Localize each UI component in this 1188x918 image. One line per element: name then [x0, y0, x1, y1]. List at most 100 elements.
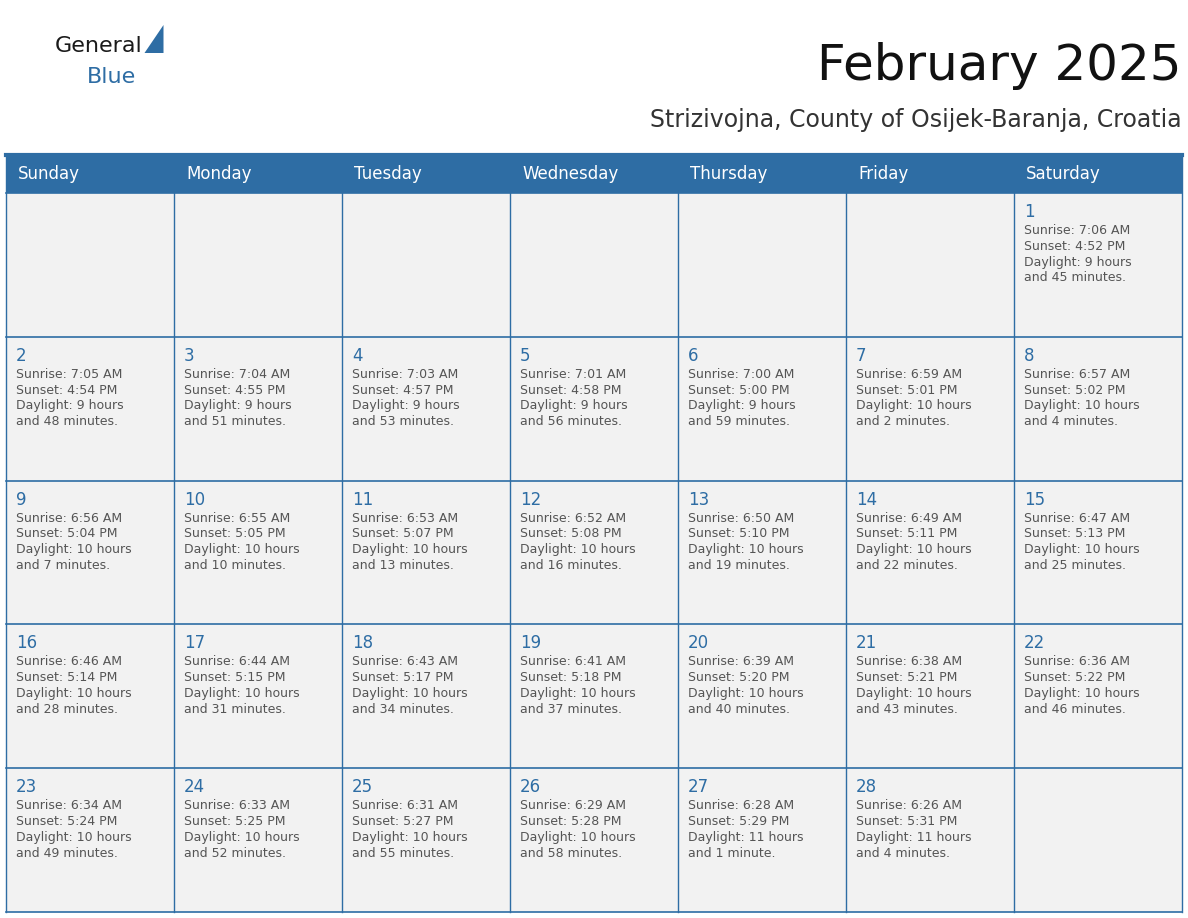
- Text: 11: 11: [352, 490, 373, 509]
- Text: 6: 6: [688, 347, 699, 364]
- Text: Sunrise: 6:46 AM: Sunrise: 6:46 AM: [15, 655, 122, 668]
- Text: and 34 minutes.: and 34 minutes.: [352, 703, 454, 716]
- Bar: [678, 768, 846, 912]
- Text: Sunset: 5:15 PM: Sunset: 5:15 PM: [184, 671, 285, 684]
- Text: 2: 2: [15, 347, 26, 364]
- Text: Daylight: 10 hours: Daylight: 10 hours: [688, 543, 803, 556]
- Bar: [342, 337, 510, 481]
- Text: Sunrise: 6:59 AM: Sunrise: 6:59 AM: [857, 368, 962, 381]
- Text: Saturday: Saturday: [1026, 165, 1101, 183]
- Text: Sunset: 5:14 PM: Sunset: 5:14 PM: [15, 671, 118, 684]
- Text: Sunset: 4:55 PM: Sunset: 4:55 PM: [184, 384, 285, 397]
- Bar: [510, 624, 678, 768]
- Text: 15: 15: [1024, 490, 1045, 509]
- Text: Sunrise: 6:28 AM: Sunrise: 6:28 AM: [688, 800, 794, 812]
- Text: Daylight: 10 hours: Daylight: 10 hours: [15, 831, 132, 844]
- Text: 23: 23: [15, 778, 37, 796]
- Text: and 13 minutes.: and 13 minutes.: [352, 559, 454, 572]
- Text: Daylight: 9 hours: Daylight: 9 hours: [688, 399, 796, 412]
- Text: 28: 28: [857, 778, 877, 796]
- Text: Daylight: 10 hours: Daylight: 10 hours: [520, 687, 636, 700]
- Text: Sunset: 4:54 PM: Sunset: 4:54 PM: [15, 384, 118, 397]
- Text: 5: 5: [520, 347, 531, 364]
- Text: Sunset: 5:13 PM: Sunset: 5:13 PM: [1024, 528, 1125, 541]
- Bar: [6, 193, 173, 337]
- Text: Sunset: 5:27 PM: Sunset: 5:27 PM: [352, 815, 454, 828]
- Text: Sunset: 4:52 PM: Sunset: 4:52 PM: [1024, 240, 1125, 252]
- Text: and 53 minutes.: and 53 minutes.: [352, 415, 454, 428]
- Text: Sunrise: 6:47 AM: Sunrise: 6:47 AM: [1024, 511, 1130, 524]
- Text: and 51 minutes.: and 51 minutes.: [184, 415, 286, 428]
- Bar: [846, 768, 1015, 912]
- Bar: [1015, 337, 1182, 481]
- Text: Monday: Monday: [187, 165, 252, 183]
- Bar: [846, 624, 1015, 768]
- Bar: [173, 624, 342, 768]
- Text: and 59 minutes.: and 59 minutes.: [688, 415, 790, 428]
- Text: and 19 minutes.: and 19 minutes.: [688, 559, 790, 572]
- Text: 14: 14: [857, 490, 877, 509]
- Text: 13: 13: [688, 490, 709, 509]
- Text: and 56 minutes.: and 56 minutes.: [520, 415, 623, 428]
- Text: Friday: Friday: [858, 165, 909, 183]
- Bar: [678, 337, 846, 481]
- Text: 12: 12: [520, 490, 542, 509]
- Text: Daylight: 10 hours: Daylight: 10 hours: [857, 543, 972, 556]
- Text: Sunset: 5:10 PM: Sunset: 5:10 PM: [688, 528, 790, 541]
- Bar: [510, 481, 678, 624]
- Bar: [173, 193, 342, 337]
- Text: Sunrise: 6:36 AM: Sunrise: 6:36 AM: [1024, 655, 1130, 668]
- Text: 3: 3: [184, 347, 195, 364]
- Text: Daylight: 10 hours: Daylight: 10 hours: [352, 687, 468, 700]
- Text: 22: 22: [1024, 634, 1045, 653]
- Text: Sunrise: 6:33 AM: Sunrise: 6:33 AM: [184, 800, 290, 812]
- Text: Sunrise: 6:43 AM: Sunrise: 6:43 AM: [352, 655, 459, 668]
- Text: 24: 24: [184, 778, 206, 796]
- Text: 9: 9: [15, 490, 26, 509]
- Text: Thursday: Thursday: [690, 165, 767, 183]
- Text: Sunset: 5:17 PM: Sunset: 5:17 PM: [352, 671, 454, 684]
- Text: 21: 21: [857, 634, 877, 653]
- Bar: [678, 481, 846, 624]
- Text: Daylight: 10 hours: Daylight: 10 hours: [520, 831, 636, 844]
- Text: Sunrise: 6:57 AM: Sunrise: 6:57 AM: [1024, 368, 1130, 381]
- Text: 25: 25: [352, 778, 373, 796]
- Bar: [6, 155, 1182, 193]
- Text: Daylight: 9 hours: Daylight: 9 hours: [520, 399, 627, 412]
- Text: Sunrise: 7:06 AM: Sunrise: 7:06 AM: [1024, 224, 1130, 237]
- Text: Daylight: 10 hours: Daylight: 10 hours: [15, 543, 132, 556]
- Text: 19: 19: [520, 634, 541, 653]
- Bar: [1015, 624, 1182, 768]
- Text: Sunrise: 6:39 AM: Sunrise: 6:39 AM: [688, 655, 794, 668]
- Bar: [173, 768, 342, 912]
- Text: Sunset: 5:20 PM: Sunset: 5:20 PM: [688, 671, 790, 684]
- Text: Daylight: 9 hours: Daylight: 9 hours: [184, 399, 291, 412]
- Text: 18: 18: [352, 634, 373, 653]
- Text: and 45 minutes.: and 45 minutes.: [1024, 272, 1126, 285]
- Text: Sunset: 5:21 PM: Sunset: 5:21 PM: [857, 671, 958, 684]
- Bar: [846, 481, 1015, 624]
- Bar: [6, 624, 173, 768]
- Text: Sunrise: 7:04 AM: Sunrise: 7:04 AM: [184, 368, 290, 381]
- Text: 26: 26: [520, 778, 541, 796]
- Text: Sunset: 5:22 PM: Sunset: 5:22 PM: [1024, 671, 1125, 684]
- Bar: [510, 768, 678, 912]
- Text: Daylight: 10 hours: Daylight: 10 hours: [15, 687, 132, 700]
- Text: and 28 minutes.: and 28 minutes.: [15, 703, 118, 716]
- Text: Daylight: 10 hours: Daylight: 10 hours: [184, 831, 299, 844]
- Text: and 40 minutes.: and 40 minutes.: [688, 703, 790, 716]
- Text: Sunrise: 7:05 AM: Sunrise: 7:05 AM: [15, 368, 122, 381]
- Text: Sunrise: 6:44 AM: Sunrise: 6:44 AM: [184, 655, 290, 668]
- Text: Daylight: 11 hours: Daylight: 11 hours: [857, 831, 972, 844]
- Text: Daylight: 9 hours: Daylight: 9 hours: [1024, 255, 1132, 269]
- Bar: [510, 193, 678, 337]
- Text: and 49 minutes.: and 49 minutes.: [15, 846, 118, 859]
- Text: Sunset: 5:11 PM: Sunset: 5:11 PM: [857, 528, 958, 541]
- Bar: [678, 624, 846, 768]
- Bar: [1015, 193, 1182, 337]
- Text: and 46 minutes.: and 46 minutes.: [1024, 703, 1126, 716]
- Text: Sunset: 5:18 PM: Sunset: 5:18 PM: [520, 671, 621, 684]
- Text: Daylight: 10 hours: Daylight: 10 hours: [857, 399, 972, 412]
- Text: Daylight: 9 hours: Daylight: 9 hours: [352, 399, 460, 412]
- Bar: [173, 481, 342, 624]
